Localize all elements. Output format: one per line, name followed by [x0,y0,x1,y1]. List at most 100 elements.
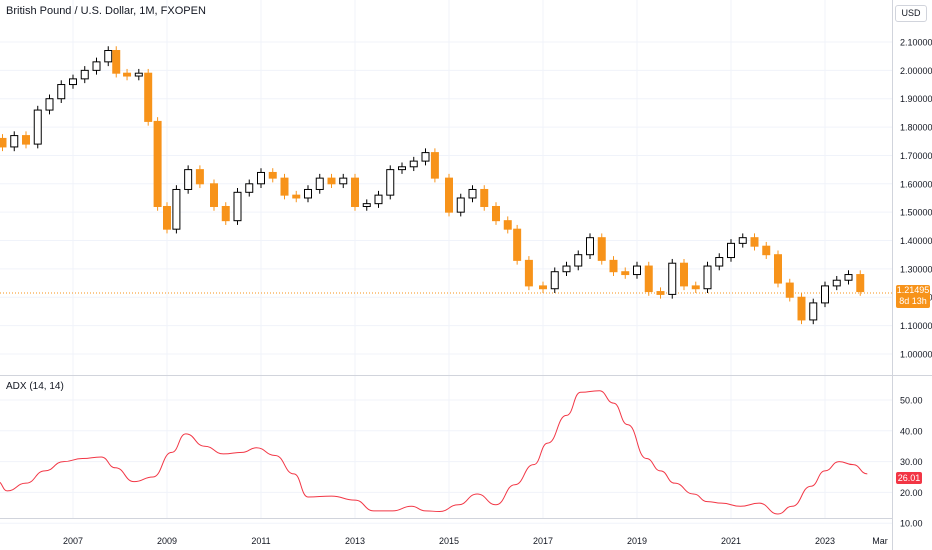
candle-body[interactable] [374,194,383,205]
candle-body[interactable] [33,109,42,145]
time-tick-label: 2009 [157,536,177,546]
price-tick-label: 2.00000 [900,66,932,76]
candle-body[interactable] [163,205,171,230]
candle-body[interactable] [339,177,348,185]
candle-body[interactable] [351,177,359,207]
candle-body[interactable] [821,285,829,304]
adx-tick-label: 10.00 [900,519,923,529]
candle-body[interactable] [574,254,583,267]
candle-body[interactable] [134,72,143,77]
candle-body[interactable] [123,72,132,77]
price-tick-label: 1.30000 [900,264,932,274]
candle-body[interactable] [292,194,301,199]
last-price-value: 1.21495 [896,285,930,295]
candle-body[interactable] [144,72,153,122]
bar-countdown: 8d 13h [899,296,927,306]
candle-body[interactable] [153,120,162,207]
price-tick-label: 1.70000 [900,151,932,161]
candle-body[interactable] [691,285,700,290]
candle-body[interactable] [468,188,477,199]
candle-body[interactable] [69,78,77,86]
candle-body[interactable] [268,171,277,179]
candle-body[interactable] [644,265,653,293]
candle-body[interactable] [562,265,571,273]
candle-body[interactable] [304,188,312,199]
candle-body[interactable] [727,242,735,259]
candle-body[interactable] [430,152,439,179]
adx-axis[interactable]: 10.00 20.00 30.00 40.00 50.00 [900,396,923,529]
candle-body[interactable] [195,169,204,185]
candle-body[interactable] [0,137,7,148]
candle-body[interactable] [456,197,465,213]
candle-body[interactable] [409,160,418,168]
price-tick-label: 2.10000 [900,38,932,48]
candle-body[interactable] [785,282,794,298]
grid-lines [0,0,892,524]
candle-body[interactable] [421,152,430,162]
candle-body[interactable] [362,203,371,207]
candle-body[interactable] [513,228,522,261]
candle-body[interactable] [210,183,218,207]
candle-body[interactable] [703,265,712,290]
candle-body[interactable] [398,166,406,171]
candle-body[interactable] [10,135,19,148]
candle-body[interactable] [315,177,324,190]
price-tick-label: 1.00000 [900,349,932,359]
candle-body[interactable] [762,245,771,256]
indicator-title[interactable]: ADX (14, 14) [6,381,64,392]
candle-body[interactable] [550,271,559,290]
price-tick-label: 1.40000 [900,236,932,246]
candle-body[interactable] [503,220,512,230]
candle-body[interactable] [774,254,782,284]
time-tick-label: Mar [872,536,888,546]
candle-body[interactable] [22,135,30,145]
candle-body[interactable] [492,205,500,222]
candle-body[interactable] [832,279,841,287]
candle-body[interactable] [856,274,865,293]
candle-body[interactable] [221,205,230,222]
price-tick-label: 1.10000 [900,321,932,331]
candle-body[interactable] [184,169,193,190]
candle-body[interactable] [45,98,54,111]
candle-series[interactable] [0,46,865,325]
candle-body[interactable] [750,237,759,247]
time-tick-label: 2007 [63,536,83,546]
candle-body[interactable] [621,271,630,276]
candle-body[interactable] [715,257,724,267]
candle-body[interactable] [586,237,594,256]
candle-body[interactable] [104,50,113,63]
candle-body[interactable] [57,84,66,100]
candle-body[interactable] [680,262,688,287]
candle-body[interactable] [280,177,289,196]
candle-body[interactable] [797,296,806,321]
candle-body[interactable] [656,291,665,295]
candle-body[interactable] [597,237,606,261]
price-tick-label: 1.50000 [900,208,932,218]
time-tick-label: 2021 [721,536,741,546]
candle-body[interactable] [844,274,853,281]
candle-body[interactable] [257,171,265,185]
currency-badge[interactable]: USD [895,5,927,22]
candle-body[interactable] [233,191,242,222]
time-axis[interactable]: 2007 2009 2011 2013 2015 2017 2019 2021 2023 Mar [63,536,888,546]
candle-body[interactable] [112,50,121,74]
candle-body[interactable] [609,259,618,273]
candle-body[interactable] [172,188,181,230]
candle-body[interactable] [80,69,89,80]
candle-body[interactable] [633,265,641,276]
candle-body[interactable] [386,169,395,196]
candle-body[interactable] [327,177,336,185]
candle-body[interactable] [524,259,533,287]
candle-body[interactable] [539,285,547,290]
adx-line[interactable] [0,390,868,515]
candle-body[interactable] [738,237,747,244]
candle-body[interactable] [245,183,254,193]
price-axis[interactable]: 1.000001.100001.200001.300001.400001.500… [900,38,932,360]
candle-body[interactable] [668,262,677,295]
candle-body[interactable] [445,177,453,213]
candle-body[interactable] [809,302,818,321]
time-tick-label: 2011 [251,536,270,546]
candle-body[interactable] [92,61,101,71]
candle-body[interactable] [480,188,489,207]
